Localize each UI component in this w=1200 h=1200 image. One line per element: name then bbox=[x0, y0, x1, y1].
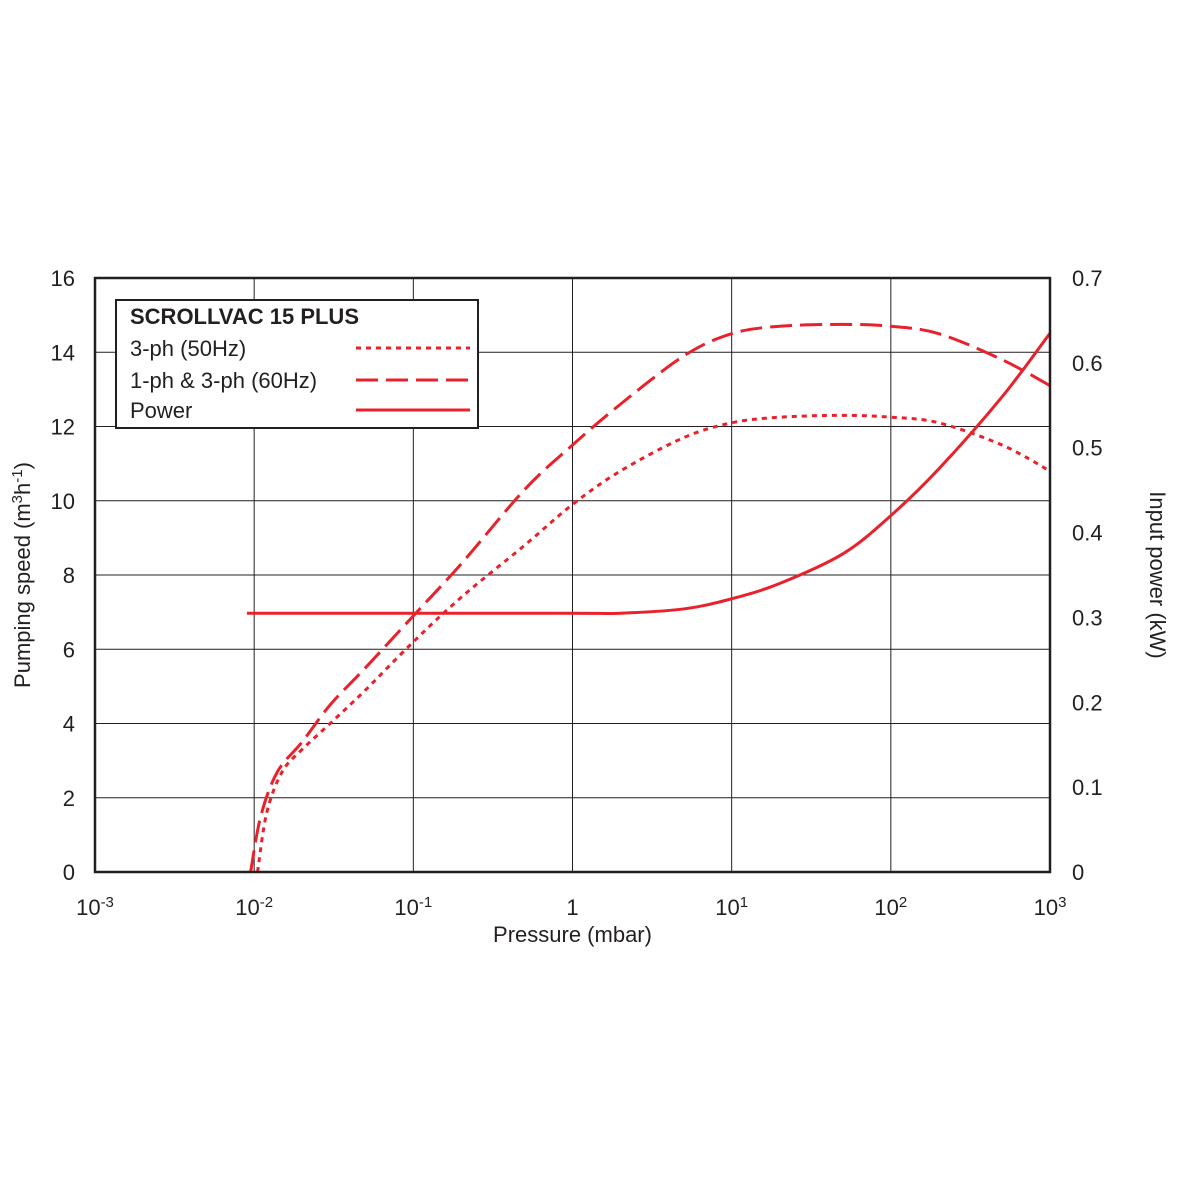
series-3ph-50hz-line bbox=[256, 413, 1051, 873]
y-tick-label: 10 bbox=[51, 489, 75, 514]
legend-box bbox=[115, 299, 479, 429]
x-tick-label: 103 bbox=[1034, 894, 1067, 921]
y-tick-label: 8 bbox=[63, 563, 75, 588]
x-tick-base: 10 bbox=[394, 895, 418, 920]
x-tick-labels: 10-3 10-2 10-1 1 101 102 103 bbox=[76, 894, 1066, 921]
x-tick-label: 101 bbox=[715, 894, 748, 921]
series-1ph-3ph-60hz-line bbox=[249, 322, 1051, 873]
legend-item-1ph-3ph-60hz: 1-ph & 3-ph (60Hz) bbox=[130, 368, 470, 393]
y2-tick-label: 0 bbox=[1072, 860, 1084, 885]
x-tick-base: 1 bbox=[566, 895, 578, 920]
y-tick-label: 2 bbox=[63, 786, 75, 811]
y-axis-title-mid: h bbox=[10, 483, 35, 495]
x-tick-base: 10 bbox=[715, 895, 739, 920]
x-tick-exponent: 2 bbox=[899, 894, 907, 911]
x-tick-base: 10 bbox=[874, 895, 898, 920]
x-tick-label: 102 bbox=[874, 894, 907, 921]
legend-item-power: Power bbox=[130, 398, 470, 423]
y2-tick-label: 0.5 bbox=[1072, 436, 1103, 461]
y-axis-title: Pumping speed (m3h-1) bbox=[9, 462, 36, 688]
legend-item-3ph-50hz: 3-ph (50Hz) bbox=[130, 336, 470, 361]
x-tick-base: 10 bbox=[1034, 895, 1058, 920]
x-tick-base: 10 bbox=[76, 895, 100, 920]
y-tick-label: 16 bbox=[51, 266, 75, 291]
legend-items: 3-ph (50Hz) 1-ph & 3-ph (60Hz) Power bbox=[130, 336, 470, 423]
x-axis-title: Pressure (mbar) bbox=[493, 922, 652, 947]
y-tick-label: 14 bbox=[51, 340, 75, 365]
x-tick-label: 10-1 bbox=[394, 894, 432, 921]
y-tick-label: 12 bbox=[51, 415, 75, 440]
x-tick-exponent: 3 bbox=[1058, 894, 1066, 911]
legend-label: 1-ph & 3-ph (60Hz) bbox=[130, 368, 317, 393]
grid-lines bbox=[94, 277, 1051, 873]
y-tick-label: 0 bbox=[63, 860, 75, 885]
y-tick-labels: 0 2 4 6 8 10 12 14 16 bbox=[51, 266, 75, 885]
y2-tick-label: 0.2 bbox=[1072, 690, 1103, 715]
y-axis-title-text: Pumping speed (m bbox=[10, 503, 35, 688]
x-tick-base: 10 bbox=[235, 895, 259, 920]
y2-tick-label: 0.4 bbox=[1072, 521, 1103, 546]
y2-tick-label: 0.1 bbox=[1072, 775, 1103, 800]
y-tick-label: 4 bbox=[63, 712, 75, 737]
y-tick-label: 6 bbox=[63, 637, 75, 662]
x-tick-exponent: -2 bbox=[260, 894, 273, 911]
y-axis-title-sup2: -1 bbox=[9, 469, 26, 482]
y2-tick-label: 0.6 bbox=[1072, 351, 1103, 376]
series-layer bbox=[246, 322, 1052, 873]
plot-frame bbox=[93, 276, 1052, 874]
y2-tick-label: 0.3 bbox=[1072, 605, 1103, 630]
x-tick-exponent: 1 bbox=[740, 894, 748, 911]
y2-axis-title: Input power (kW) bbox=[1145, 491, 1170, 659]
legend-label: 3-ph (50Hz) bbox=[130, 336, 246, 361]
legend: SCROLLVAC 15 PLUS 3-ph (50Hz) 1-ph & 3-ph… bbox=[115, 299, 479, 429]
x-tick-label: 10-3 bbox=[76, 894, 114, 921]
y-axis-title-end: ) bbox=[10, 462, 35, 469]
x-tick-label: 10-2 bbox=[235, 894, 273, 921]
x-tick-exponent: -3 bbox=[101, 894, 114, 911]
legend-title: SCROLLVAC 15 PLUS bbox=[130, 304, 359, 329]
y2-tick-labels: 0 0.1 0.2 0.3 0.4 0.5 0.6 0.7 bbox=[1072, 266, 1103, 885]
x-tick-label: 1 bbox=[566, 895, 578, 920]
y-axis-title-sup1: 3 bbox=[9, 495, 26, 503]
y2-tick-label: 0.7 bbox=[1072, 266, 1103, 291]
legend-label: Power bbox=[130, 398, 192, 423]
series-power-line bbox=[246, 332, 1052, 615]
x-tick-exponent: -1 bbox=[419, 894, 432, 911]
